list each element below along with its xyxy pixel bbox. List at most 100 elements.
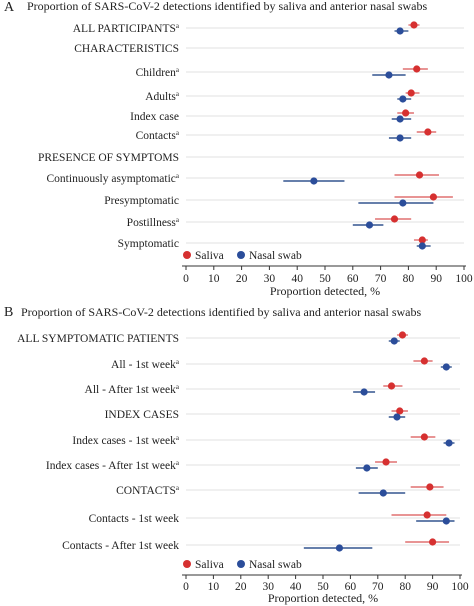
nasal-point	[445, 439, 453, 447]
x-tick-label: 90	[427, 581, 439, 593]
panel-a-plot	[186, 21, 464, 250]
row-label-text: Contacts - 1st week	[89, 513, 180, 525]
row-label-text: ALL SYMPTOMATIC PATIENTS	[17, 333, 179, 345]
nasal-point	[399, 95, 407, 103]
saliva-point	[424, 128, 432, 136]
x-tick-label: 90	[430, 273, 442, 285]
row-label-footnote: a	[176, 434, 180, 442]
row-label-footnote: a	[176, 216, 180, 224]
panel-a: A Proportion of SARS-CoV-2 detections id…	[4, 0, 473, 298]
panel-a-legend-nasal-marker	[237, 251, 245, 259]
row-label-text: Adults	[145, 91, 176, 103]
x-tick-label: 50	[317, 581, 329, 593]
row-label-footnote: a	[176, 484, 180, 492]
row-label: Contactsa	[136, 129, 180, 142]
row-label-footnote: a	[176, 358, 180, 366]
nasal-point	[335, 544, 344, 552]
saliva-point	[413, 65, 421, 73]
row-label: Childrena	[136, 66, 180, 79]
row-label: All - After 1st weeka	[85, 383, 180, 396]
x-tick-label: 30	[264, 273, 276, 285]
panel-b-title: Proportion of SARS-CoV-2 detections iden…	[21, 305, 421, 319]
saliva-point	[429, 538, 437, 546]
nasal-point	[365, 221, 374, 229]
panel-b-legend-saliva-marker	[183, 560, 191, 568]
panel-b-legend-nasal-marker	[237, 560, 245, 568]
saliva-point	[420, 357, 428, 365]
saliva-point	[382, 458, 390, 466]
x-tick-label: 60	[345, 581, 357, 593]
panel-a-row-labels: ALL PARTICIPANTSaCHARACTERISTICSChildren…	[38, 22, 180, 250]
panel-a-x-axis-label: Proportion detected, %	[270, 284, 380, 298]
row-label: All - 1st weeka	[111, 358, 180, 371]
row-label-text: Contacts	[136, 130, 177, 142]
row-label-text: Contacts - After 1st week	[62, 540, 179, 552]
row-label: ALL SYMPTOMATIC PATIENTS	[17, 333, 179, 345]
row-label-text: Children	[136, 67, 176, 79]
row-label: PRESENCE OF SYMPTOMS	[38, 152, 179, 164]
saliva-point	[410, 21, 418, 29]
nasal-point	[396, 27, 404, 35]
panel-a-letter: A	[4, 0, 15, 15]
row-label: Postillnessa	[127, 216, 180, 229]
panel-a-legend: Saliva Nasal swab	[183, 250, 302, 262]
panel-b-x-axis-label: Proportion detected, %	[268, 591, 378, 605]
panel-a-legend-nasal-label: Nasal swab	[249, 250, 302, 262]
row-label-text: Index cases - 1st week	[72, 435, 176, 447]
saliva-point	[390, 215, 399, 223]
saliva-point	[420, 433, 428, 441]
x-tick-label: 100	[455, 273, 473, 285]
nasal-point	[385, 71, 393, 79]
x-tick-label: 30	[262, 581, 274, 593]
saliva-point	[418, 236, 426, 244]
panel-b-legend-saliva-label: Saliva	[195, 559, 224, 571]
x-tick-label: 80	[403, 273, 415, 285]
x-tick-label: 40	[290, 581, 302, 593]
row-label-text: All - 1st week	[111, 359, 176, 371]
row-label: Contacts - After 1st week	[62, 540, 179, 552]
row-label-footnote: a	[176, 172, 180, 180]
panel-a-legend-saliva-label: Saliva	[195, 250, 224, 262]
x-tick-label: 80	[399, 581, 411, 593]
panel-a-x-ticks: 0 10 20 30 40 50 60 70 80 90 100	[182, 265, 473, 285]
row-label-text: Index case	[130, 111, 179, 123]
row-label-footnote: a	[176, 383, 180, 391]
nasal-point	[418, 242, 426, 250]
panel-b-legend-nasal-label: Nasal swab	[249, 559, 302, 571]
row-label-footnote: a	[176, 66, 180, 74]
row-label: Contacts - 1st week	[89, 513, 180, 525]
saliva-point	[396, 407, 404, 415]
nasal-point	[396, 134, 404, 142]
x-tick-label: 20	[235, 581, 247, 593]
nasal-point	[396, 115, 404, 123]
row-label: ALL PARTICIPANTSa	[73, 22, 180, 35]
row-label-footnote: a	[176, 129, 180, 137]
row-label: CONTACTSa	[116, 484, 180, 497]
x-tick-label: 100	[451, 581, 469, 593]
row-label-footnote: a	[176, 22, 180, 30]
x-tick-label: 40	[291, 273, 303, 285]
row-label-text: Symptomatic	[118, 238, 179, 250]
saliva-point	[429, 193, 438, 201]
row-label-text: CONTACTS	[116, 485, 176, 497]
row-label-text: CHARACTERISTICS	[74, 43, 179, 55]
nasal-point	[363, 464, 371, 472]
row-label: Adultsa	[145, 90, 180, 103]
panel-b-x-ticks: 0 10 20 30 40 50 60 70 80 90 100	[182, 574, 469, 593]
row-label-text: INDEX CASES	[105, 409, 179, 421]
panel-b-plot	[186, 331, 460, 552]
row-label-text: Presymptomatic	[104, 195, 179, 207]
row-label-text: ALL PARTICIPANTS	[73, 23, 176, 35]
saliva-point	[402, 109, 410, 117]
saliva-point	[423, 511, 431, 519]
row-label-text: Index cases - After 1st week	[46, 460, 176, 472]
x-tick-label: 50	[319, 273, 331, 285]
x-tick-label: 0	[183, 273, 189, 285]
nasal-point	[310, 177, 318, 185]
panel-b-letter: B	[4, 305, 13, 320]
row-label: INDEX CASES	[105, 409, 179, 421]
nasal-point	[399, 199, 407, 207]
row-label: Index cases - After 1st weeka	[46, 459, 180, 472]
